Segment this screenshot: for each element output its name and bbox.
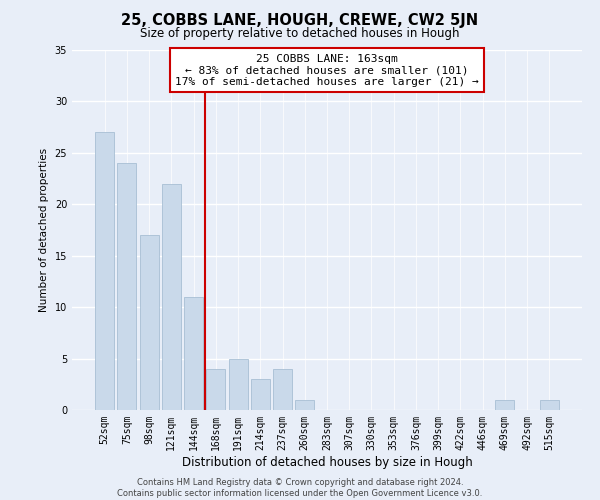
Bar: [140, 235, 158, 410]
Bar: [295, 400, 314, 410]
Text: 25 COBBS LANE: 163sqm
← 83% of detached houses are smaller (101)
17% of semi-det: 25 COBBS LANE: 163sqm ← 83% of detached …: [175, 54, 479, 87]
Bar: [540, 400, 559, 410]
Y-axis label: Number of detached properties: Number of detached properties: [39, 148, 49, 312]
Bar: [95, 132, 114, 410]
Bar: [184, 297, 203, 410]
Bar: [273, 369, 292, 410]
Bar: [251, 379, 270, 410]
Bar: [118, 163, 136, 410]
Bar: [206, 369, 225, 410]
Bar: [496, 400, 514, 410]
Bar: [229, 358, 248, 410]
Text: Contains HM Land Registry data © Crown copyright and database right 2024.
Contai: Contains HM Land Registry data © Crown c…: [118, 478, 482, 498]
X-axis label: Distribution of detached houses by size in Hough: Distribution of detached houses by size …: [182, 456, 472, 468]
Text: 25, COBBS LANE, HOUGH, CREWE, CW2 5JN: 25, COBBS LANE, HOUGH, CREWE, CW2 5JN: [121, 12, 479, 28]
Bar: [162, 184, 181, 410]
Text: Size of property relative to detached houses in Hough: Size of property relative to detached ho…: [140, 28, 460, 40]
